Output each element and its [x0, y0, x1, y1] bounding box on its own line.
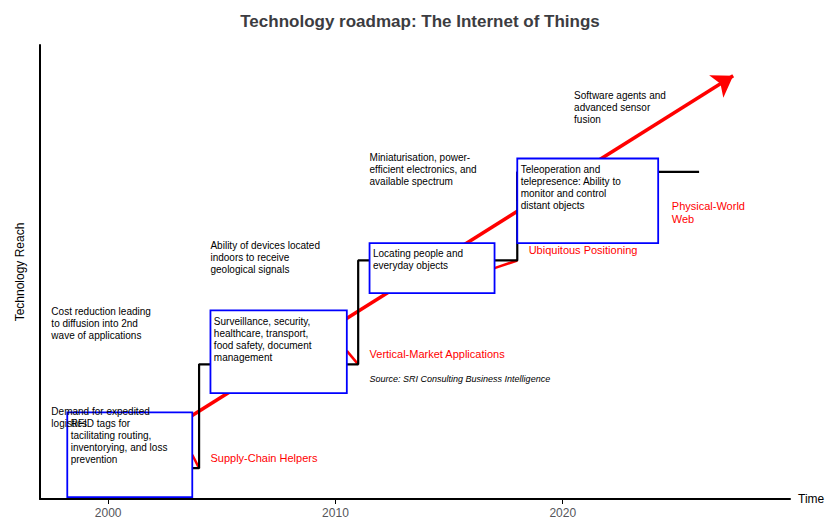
svg-text:2010: 2010: [322, 506, 349, 520]
svg-text:inventorying, and loss: inventorying, and loss: [71, 442, 168, 453]
svg-text:RFID tags for: RFID tags for: [70, 417, 131, 429]
svg-text:Software agents and: Software agents and: [574, 90, 666, 101]
svg-text:Locating people and: Locating people and: [373, 248, 463, 259]
svg-text:Time: Time: [798, 492, 825, 506]
svg-text:Demand for expedited: Demand for expedited: [51, 406, 149, 417]
svg-text:advanced sensor: advanced sensor: [574, 102, 651, 113]
svg-text:Technology roadmap: The Intern: Technology roadmap: The Internet of Thin…: [240, 12, 600, 31]
svg-text:Cost reduction leading: Cost reduction leading: [51, 306, 151, 317]
svg-text:logistics: logistics: [51, 418, 87, 429]
svg-text:efficient electronics, and: efficient electronics, and: [370, 164, 477, 175]
svg-text:Miniaturisation, power-: Miniaturisation, power-: [370, 152, 471, 163]
svg-text:available spectrum: available spectrum: [370, 176, 453, 187]
svg-text:distant objects: distant objects: [521, 200, 585, 211]
svg-text:Teleoperation and: Teleoperation and: [521, 164, 601, 175]
svg-text:Surveillance, security,: Surveillance, security,: [214, 316, 311, 327]
svg-text:everyday objects: everyday objects: [373, 260, 448, 271]
svg-text:prevention: prevention: [71, 454, 118, 465]
svg-text:telepresence: Ability to: telepresence: Ability to: [521, 176, 621, 187]
svg-text:indoors to receive: indoors to receive: [210, 252, 289, 263]
svg-text:geological signals: geological signals: [210, 264, 289, 275]
svg-text:fusion: fusion: [574, 114, 601, 125]
svg-text:monitor and control: monitor and control: [521, 188, 607, 199]
svg-text:Web: Web: [672, 213, 694, 225]
svg-text:Physical-World: Physical-World: [672, 200, 745, 212]
svg-text:food safety, document: food safety, document: [214, 340, 312, 351]
svg-text:tacilitating routing,: tacilitating routing,: [71, 430, 152, 441]
svg-text:2000: 2000: [95, 506, 122, 520]
svg-text:Vertical-Market Applications: Vertical-Market Applications: [370, 348, 506, 360]
svg-text:management: management: [214, 352, 273, 363]
svg-text:Ubiquitous Positioning: Ubiquitous Positioning: [529, 244, 638, 256]
svg-text:Source: SRI Consulting Busines: Source: SRI Consulting Business Intellig…: [370, 374, 551, 384]
svg-text:Ability of devices located: Ability of devices located: [210, 240, 320, 251]
svg-text:Technology Reach: Technology Reach: [13, 223, 27, 322]
svg-text:2020: 2020: [549, 506, 576, 520]
svg-text:wave of applications: wave of applications: [50, 330, 141, 341]
svg-text:healthcare, transport,: healthcare, transport,: [214, 328, 308, 339]
svg-text:to diffusion into 2nd: to diffusion into 2nd: [51, 318, 138, 329]
svg-text:Supply-Chain Helpers: Supply-Chain Helpers: [210, 452, 317, 464]
